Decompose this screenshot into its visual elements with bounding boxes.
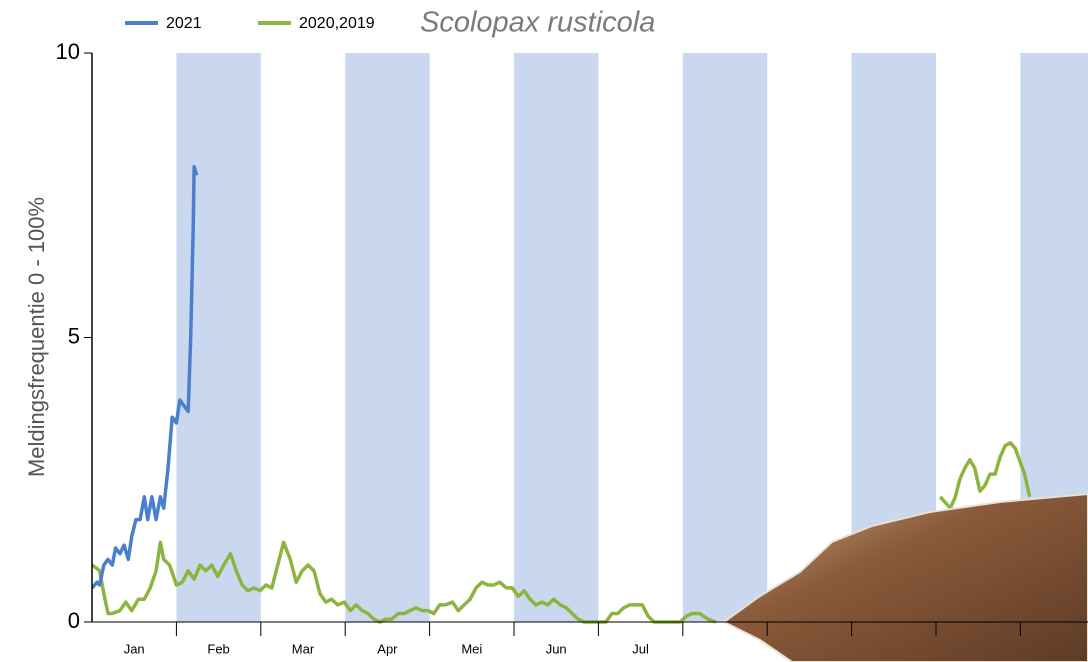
legend-label: 2021 (166, 15, 202, 32)
legend-label: 2020,2019 (299, 15, 375, 32)
x-tick-label: Mei (461, 641, 482, 656)
month-band (514, 53, 598, 622)
y-tick-label: 0 (68, 608, 80, 633)
month-band (345, 53, 429, 622)
x-tick-label: Jun (546, 641, 567, 656)
y-tick-label: 5 (68, 323, 80, 348)
x-tick-label: Jan (124, 641, 145, 656)
x-tick-label: Mar (292, 641, 315, 656)
chart: Scolopax rusticola Meldingsfrequentie 0 … (0, 0, 1088, 662)
y-tick-label: 10 (56, 39, 80, 64)
y-axis-label: Meldingsfrequentie 0 - 100% (24, 197, 49, 477)
month-band (683, 53, 767, 622)
x-tick-label: Feb (207, 641, 229, 656)
x-tick-label: Apr (377, 641, 398, 656)
bird-illustration (724, 494, 1088, 662)
chart-title: Scolopax rusticola (420, 7, 655, 39)
x-tick-label: Jul (632, 641, 649, 656)
